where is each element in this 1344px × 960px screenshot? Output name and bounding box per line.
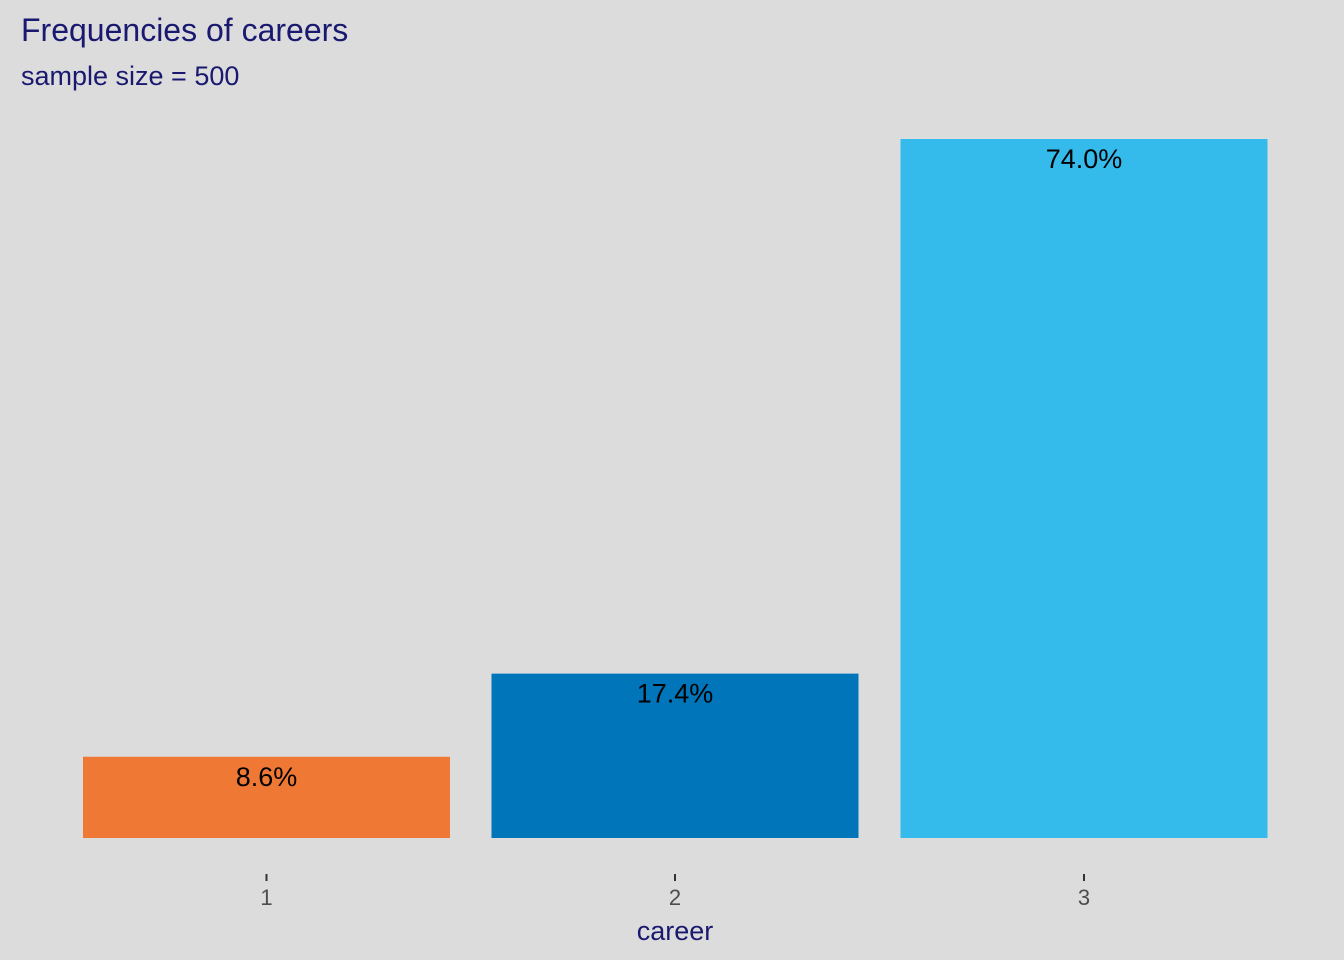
bar-2 [491, 673, 859, 838]
x-tick-label-3: 3 [1078, 885, 1090, 910]
data-label-1: 8.6% [236, 762, 298, 792]
bar-1 [83, 756, 450, 838]
chart-subtitle: sample size = 500 [21, 61, 239, 91]
x-tick-label-2: 2 [669, 885, 681, 910]
data-labels-group: 8.6% 17.4% 74.0% [236, 144, 1123, 792]
chart-title: Frequencies of careers [21, 12, 348, 48]
data-label-2: 17.4% [637, 679, 714, 709]
x-axis: 1 2 3 [260, 874, 1090, 910]
bars-group [83, 139, 1268, 838]
x-tick-label-1: 1 [260, 885, 272, 910]
bar-3 [900, 139, 1268, 838]
data-label-3: 74.0% [1046, 144, 1123, 174]
x-axis-label: career [637, 916, 714, 946]
